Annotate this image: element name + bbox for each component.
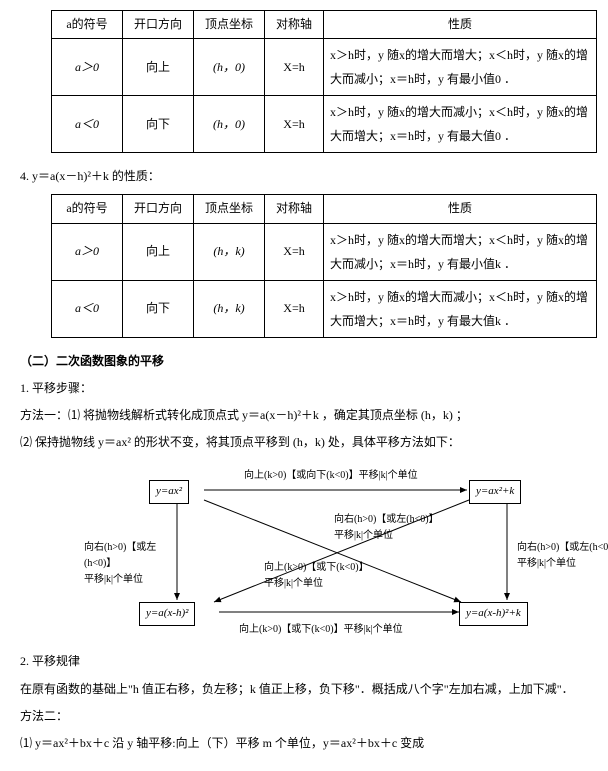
th-sign: a的符号 [52, 195, 123, 223]
th-vertex: 顶点坐标 [194, 11, 265, 39]
cell-sign: a＞0 [52, 223, 123, 280]
box-3: y=a(x-h)² [139, 602, 195, 626]
translation-diagram: y=ax² y=ax²+k y=a(x-h)² y=a(x-h)²+k 向上(k… [89, 462, 559, 642]
label-bottom: 向上(k>0)【或下(k<0)】平移|k|个单位 [239, 622, 403, 638]
cell-prop: x＞h时，y 随x的增大而增大；x＜h时，y 随x的增大而减小；x＝h时，y 有… [324, 39, 597, 96]
th-prop: 性质 [324, 11, 597, 39]
item-4-title: 4. y＝a(x－h)²＋k 的性质： [20, 167, 608, 186]
cell-axis: X=h [265, 280, 324, 337]
cell-vertex: (h，k) [194, 223, 265, 280]
method-2-title: 方法二： [20, 707, 608, 726]
box-1: y=ax² [149, 480, 189, 504]
cell-prop: x＞h时，y 随x的增大而减小；x＜h时，y 随x的增大而增大；x＝h时，y 有… [324, 96, 597, 153]
step-1: 1. 平移步骤： [20, 379, 608, 398]
cell-vertex: (h，k) [194, 280, 265, 337]
table-properties-2: a的符号 开口方向 顶点坐标 对称轴 性质 a＞0 向上 (h，k) X=h x… [51, 194, 597, 337]
label-right: 向右(h>0)【或左(h<0)】 平移|k|个单位 [517, 540, 608, 572]
cell-dir: 向下 [123, 96, 194, 153]
cell-axis: X=h [265, 96, 324, 153]
label-mid2: 向上(k>0)【或下(k<0)】 平移|k|个单位 [264, 560, 369, 592]
box-4: y=a(x-h)²+k [459, 602, 528, 626]
method-1-step-2: ⑵ 保持抛物线 y＝ax² 的形状不变，将其顶点平移到 (h，k) 处，具体平移… [20, 433, 608, 452]
th-prop: 性质 [324, 195, 597, 223]
cell-vertex: (h，0) [194, 39, 265, 96]
label-left: 向右(h>0)【或左(h<0)】 平移|k|个单位 [84, 540, 184, 588]
method-1-step-1: 方法一：⑴ 将抛物线解析式转化成顶点式 y＝a(x－h)²＋k ，确定其顶点坐标… [20, 406, 608, 425]
table-row: a＜0 向下 (h，0) X=h x＞h时，y 随x的增大而减小；x＜h时，y … [52, 96, 597, 153]
table-row: a＞0 向上 (h，0) X=h x＞h时，y 随x的增大而增大；x＜h时，y … [52, 39, 597, 96]
cell-sign: a＜0 [52, 96, 123, 153]
th-vertex: 顶点坐标 [194, 195, 265, 223]
rule-text: 在原有函数的基础上"h 值正右移，负左移；k 值正上移，负下移"．概括成八个字"… [20, 680, 608, 699]
section-2-title: （二）二次函数图象的平移 [20, 352, 608, 371]
cell-prop: x＞h时，y 随x的增大而增大；x＜h时，y 随x的增大而减小；x＝h时，y 有… [324, 223, 597, 280]
cell-dir: 向下 [123, 280, 194, 337]
th-axis: 对称轴 [265, 11, 324, 39]
table-properties-1: a的符号 开口方向 顶点坐标 对称轴 性质 a＞0 向上 (h，0) X=h x… [51, 10, 597, 153]
th-sign: a的符号 [52, 11, 123, 39]
cell-dir: 向上 [123, 39, 194, 96]
table-row: a＜0 向下 (h，k) X=h x＞h时，y 随x的增大而减小；x＜h时，y … [52, 280, 597, 337]
cell-axis: X=h [265, 39, 324, 96]
rule-title: 2. 平移规律 [20, 652, 608, 671]
cell-sign: a＜0 [52, 280, 123, 337]
th-axis: 对称轴 [265, 195, 324, 223]
cell-prop: x＞h时，y 随x的增大而减小；x＜h时，y 随x的增大而增大；x＝h时，y 有… [324, 280, 597, 337]
cell-dir: 向上 [123, 223, 194, 280]
cell-vertex: (h，0) [194, 96, 265, 153]
table-row: a＞0 向上 (h，k) X=h x＞h时，y 随x的增大而增大；x＜h时，y … [52, 223, 597, 280]
cell-sign: a＞0 [52, 39, 123, 96]
method-2-step-1: ⑴ y＝ax²＋bx＋c 沿 y 轴平移:向上（下）平移 m 个单位，y＝ax²… [20, 734, 608, 753]
label-mid1: 向右(h>0)【或左(h<0)】 平移|k|个单位 [334, 512, 439, 544]
th-dir: 开口方向 [123, 11, 194, 39]
th-dir: 开口方向 [123, 195, 194, 223]
box-2: y=ax²+k [469, 480, 521, 504]
cell-axis: X=h [265, 223, 324, 280]
label-top: 向上(k>0)【或向下(k<0)】平移|k|个单位 [244, 468, 418, 484]
